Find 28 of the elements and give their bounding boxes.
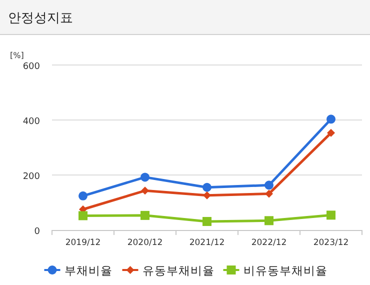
legend-label: 비유동부채비율 — [243, 264, 328, 278]
point — [326, 210, 336, 220]
x-tick-label: 2021/12 — [189, 238, 225, 248]
legend-label: 부채비율 — [64, 264, 112, 278]
x-tick-label: 2019/12 — [65, 238, 101, 248]
point — [327, 128, 335, 137]
point — [265, 190, 273, 198]
point — [264, 216, 274, 226]
legend-label: 유동부채비율 — [142, 264, 214, 278]
y-tick-label: 0 — [34, 227, 40, 237]
point — [202, 216, 212, 226]
point — [202, 182, 212, 192]
x-tick-label: 2022/12 — [251, 238, 287, 248]
point — [326, 114, 336, 124]
y-axis-title: [%] — [10, 51, 24, 60]
y-tick-label: 200 — [22, 172, 40, 182]
point — [78, 191, 88, 200]
chart-title: 안정성지표 — [8, 11, 73, 26]
point — [141, 186, 149, 195]
y-tick-label: 600 — [22, 62, 40, 72]
point — [203, 191, 211, 200]
x-tick-label: 2023/12 — [313, 238, 349, 248]
y-tick-label: 400 — [22, 117, 40, 127]
point — [78, 211, 88, 220]
x-tick-label: 2020/12 — [127, 238, 163, 248]
point — [140, 210, 150, 220]
point — [264, 180, 274, 190]
point — [140, 172, 150, 182]
